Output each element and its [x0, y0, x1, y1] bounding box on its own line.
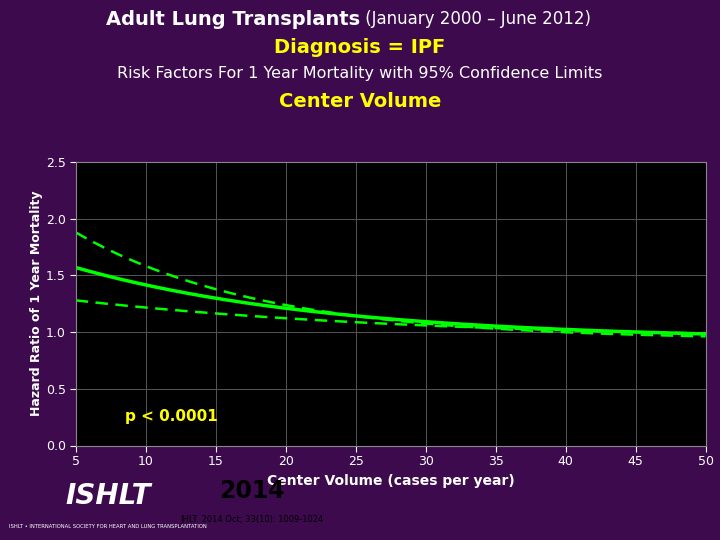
X-axis label: Center Volume (cases per year): Center Volume (cases per year): [266, 474, 515, 488]
Text: ISHLT • INTERNATIONAL SOCIETY FOR HEART AND LUNG TRANSPLANTATION: ISHLT • INTERNATIONAL SOCIETY FOR HEART …: [9, 524, 207, 529]
Text: p < 0.0001: p < 0.0001: [125, 409, 217, 423]
Text: JHLT. 2014 Oct; 33(10): 1009-1024: JHLT. 2014 Oct; 33(10): 1009-1024: [180, 515, 323, 524]
Text: Adult Lung Transplants: Adult Lung Transplants: [106, 10, 360, 29]
Text: (January 2000 – June 2012): (January 2000 – June 2012): [360, 10, 591, 28]
Text: Risk Factors For 1 Year Mortality with 95% Confidence Limits: Risk Factors For 1 Year Mortality with 9…: [117, 66, 603, 81]
Text: 2014: 2014: [219, 479, 284, 503]
Text: Diagnosis = IPF: Diagnosis = IPF: [274, 38, 446, 57]
Text: ISHLT: ISHLT: [66, 482, 150, 510]
Y-axis label: Hazard Ratio of 1 Year Mortality: Hazard Ratio of 1 Year Mortality: [30, 191, 43, 416]
Text: Center Volume: Center Volume: [279, 92, 441, 111]
